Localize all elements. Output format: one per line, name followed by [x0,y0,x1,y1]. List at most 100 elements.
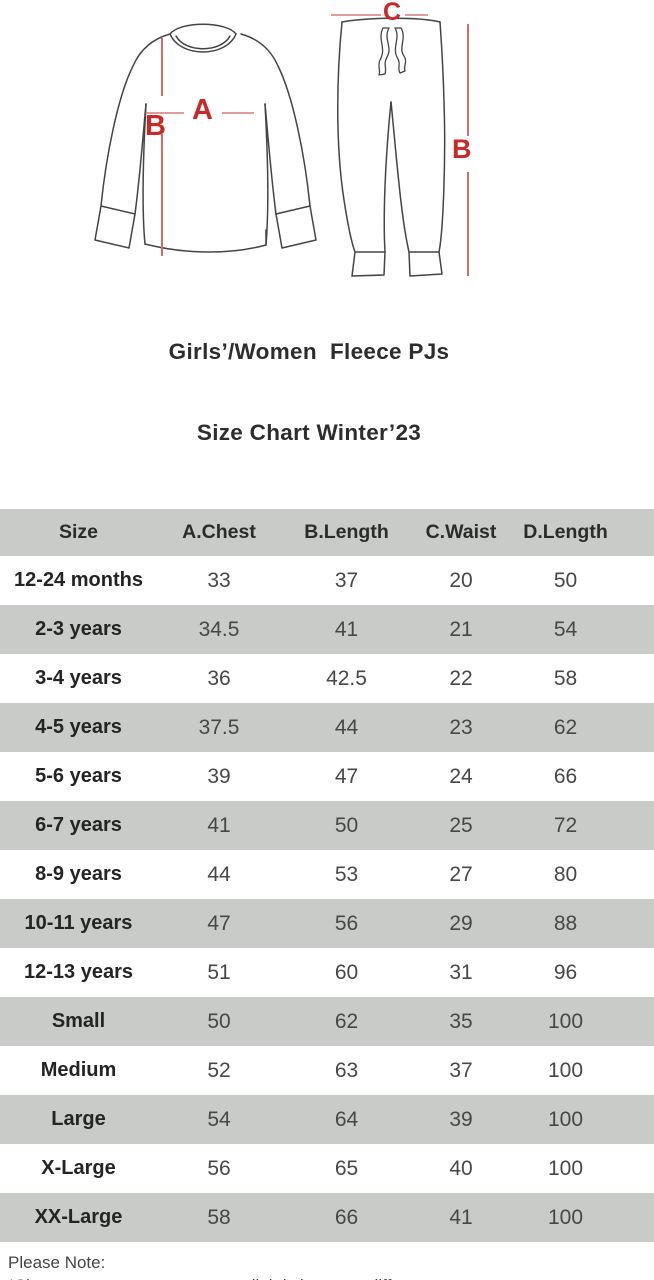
chest-measure-label: A [192,94,214,126]
chest-cell: 36 [207,666,231,690]
chest-cell: 37.5 [198,715,240,739]
waist-cell: 29 [449,911,473,935]
shirt-length-line-bottom [161,134,163,256]
pants-length-line-top [467,24,469,136]
chest-measure-line-left [146,112,184,114]
table-body: 12-24 months 33 37 20 50 2-3 years 34.5 … [0,556,654,1242]
waist-cell: 24 [449,764,473,788]
waist-cell: 23 [449,715,473,739]
waist-cell: 21 [449,617,473,641]
shirt-length-measure-label: B [145,110,167,142]
dlength-cell: 96 [553,960,578,984]
chest-cell: 39 [207,764,231,788]
waist-cell: 35 [449,1009,473,1033]
dlength-cell: 62 [553,715,578,739]
chest-cell: 33 [207,568,231,592]
length-cell: 65 [334,1156,359,1180]
chest-cell: 58 [207,1205,231,1229]
table-row: 2-3 years 34.5 41 21 54 [0,605,654,654]
length-cell: 53 [334,862,359,886]
length-cell: 66 [334,1205,359,1229]
size-cell: 5-6 years [35,765,122,787]
length-cell: 50 [334,813,359,837]
size-cell: 8-9 years [35,863,122,885]
length-cell: 62 [334,1009,359,1033]
table-row: 4-5 years 37.5 44 23 62 [0,703,654,752]
column-header-dlength: D.Length [523,521,608,543]
length-cell: 42.5 [326,666,367,690]
length-cell: 63 [334,1058,359,1082]
table-row: 12-13 years 51 60 31 96 [0,948,654,997]
shirt-length-line-top [161,38,163,96]
waist-cell: 20 [449,568,473,592]
table-row: Large 54 64 39 100 [0,1095,654,1144]
footnote-line: *Size measurements may vary slightly bet… [8,1275,654,1280]
waist-cell: 31 [449,960,473,984]
waist-measure-line-right [405,14,428,16]
size-cell: Small [51,1010,106,1032]
table-row: 6-7 years 41 50 25 72 [0,801,654,850]
waist-measure-label: C [383,0,402,26]
size-cell: Large [51,1108,106,1130]
size-cell: 12-24 months [14,569,143,591]
chest-cell: 41 [207,813,231,837]
table-row: Medium 52 63 37 100 [0,1046,654,1095]
size-cell: Medium [40,1059,117,1081]
dlength-cell: 100 [547,1156,584,1180]
footnotes: Please Note: *Size measurements may vary… [8,1252,654,1280]
length-cell: 60 [334,960,359,984]
size-cell: X-Large [41,1157,116,1179]
size-cell: 3-4 years [35,667,122,689]
chest-cell: 54 [207,1107,231,1131]
waist-cell: 39 [449,1107,473,1131]
size-table: Size A.Chest B.Length C.Waist D.Length 1… [0,509,654,1242]
table-row: X-Large 56 65 40 100 [0,1144,654,1193]
chart-title: Girls’/Women Fleece PJs Size Chart Winte… [0,284,654,500]
chart-title-line2: Size Chart Winter’23 [196,420,422,445]
size-cell: 12-13 years [24,961,133,983]
column-header-waist: C.Waist [425,521,497,543]
column-header-chest: A.Chest [182,521,256,543]
chest-cell: 56 [207,1156,231,1180]
waist-cell: 22 [449,666,473,690]
table-header-row: Size A.Chest B.Length C.Waist D.Length [0,509,654,556]
table-row: 8-9 years 44 53 27 80 [0,850,654,899]
footnote-heading: Please Note: [8,1253,106,1272]
dlength-cell: 58 [553,666,578,690]
length-cell: 56 [334,911,359,935]
size-cell: 2-3 years [35,618,122,640]
waist-cell: 25 [449,813,473,837]
length-cell: 37 [334,568,359,592]
length-cell: 47 [334,764,359,788]
dlength-cell: 72 [553,813,578,837]
dlength-cell: 66 [553,764,578,788]
waist-cell: 40 [449,1156,473,1180]
table-row: 3-4 years 36 42.5 22 58 [0,654,654,703]
waist-measure-line-left [331,14,381,16]
column-header-length: B.Length [304,521,389,543]
dlength-cell: 100 [547,1107,584,1131]
chest-cell: 50 [207,1009,231,1033]
pants-length-measure-label: B [452,134,472,164]
waist-cell: 41 [449,1205,473,1229]
size-cell: 6-7 years [35,814,122,836]
table-row: Small 50 62 35 100 [0,997,654,1046]
length-cell: 44 [334,715,359,739]
dlength-cell: 100 [547,1205,584,1229]
waist-cell: 27 [449,862,473,886]
pants-length-line-bottom [467,172,469,276]
table-row: 5-6 years 39 47 24 66 [0,752,654,801]
size-cell: XX-Large [34,1206,123,1228]
table-row: XX-Large 58 66 41 100 [0,1193,654,1242]
dlength-cell: 100 [547,1058,584,1082]
length-cell: 64 [334,1107,359,1131]
column-header-size: Size [58,521,99,543]
length-cell: 41 [334,617,359,641]
chest-measure-line-right [222,112,254,114]
dlength-cell: 80 [553,862,578,886]
size-cell: 4-5 years [35,716,122,738]
sweatshirt-drawing [94,23,317,253]
dlength-cell: 100 [547,1009,584,1033]
chest-cell: 51 [207,960,231,984]
chest-cell: 47 [207,911,231,935]
